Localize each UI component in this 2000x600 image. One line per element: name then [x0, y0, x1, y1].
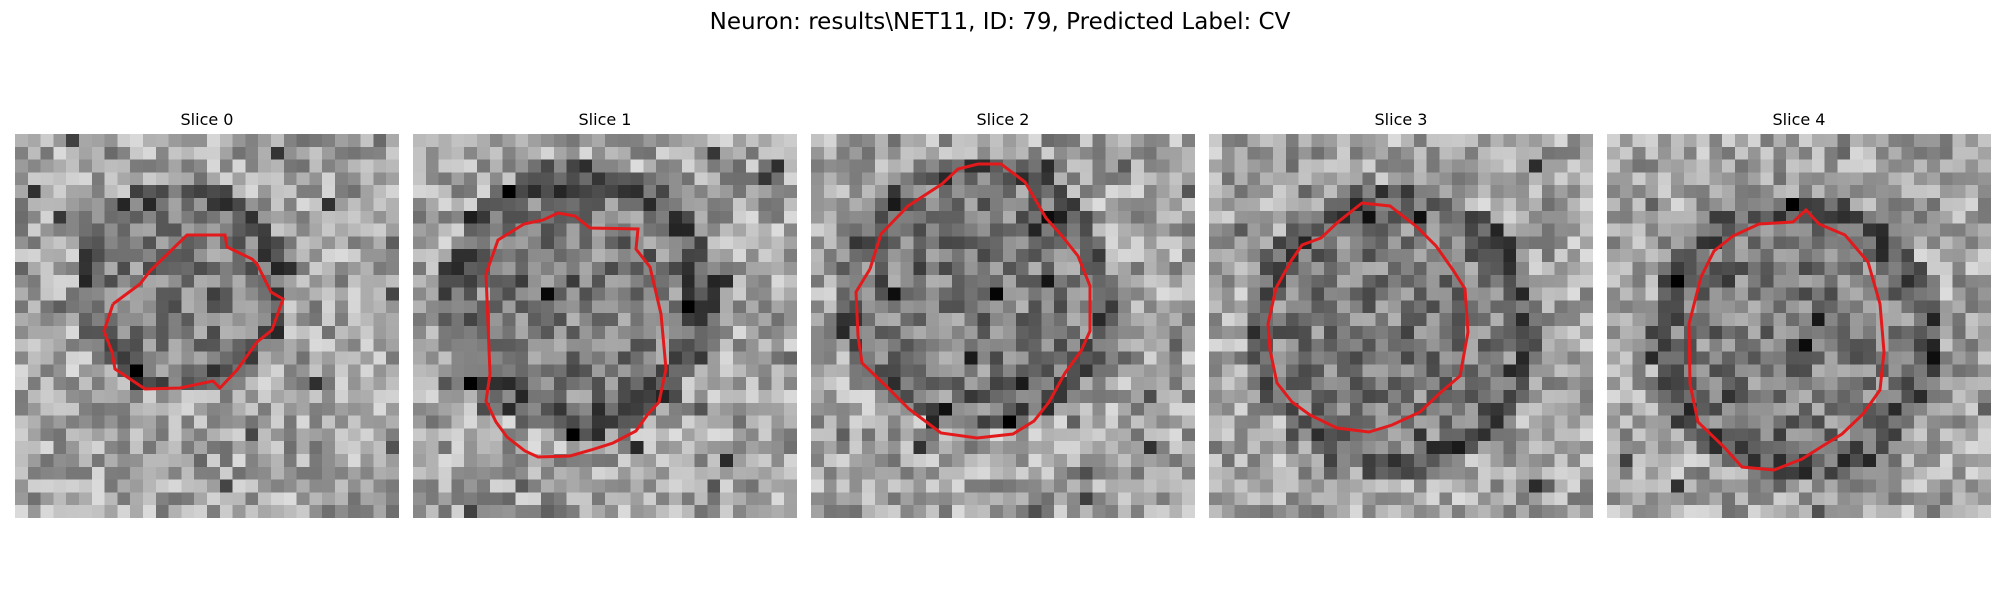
slice-image — [413, 134, 797, 518]
slice-image — [1607, 134, 1991, 518]
grayscale-image — [811, 134, 1195, 518]
slice-panel-3: Slice 3 — [1209, 108, 1593, 518]
slice-title: Slice 4 — [1772, 110, 1826, 129]
roi-contour — [854, 162, 1092, 440]
slice-image — [1209, 134, 1593, 518]
figure-title: Neuron: results\NET11, ID: 79, Predicted… — [709, 9, 1291, 35]
roi-contour — [102, 233, 285, 391]
slice-title: Slice 0 — [180, 110, 234, 129]
slice-panel-4: Slice 4 — [1607, 108, 1991, 518]
slice-title: Slice 2 — [976, 110, 1030, 129]
grayscale-image — [413, 134, 797, 518]
grayscale-image — [15, 134, 399, 518]
slice-panel-0: Slice 0 — [15, 108, 399, 518]
slice-image — [811, 134, 1195, 518]
grayscale-image — [1209, 134, 1593, 518]
grayscale-image — [1607, 134, 1991, 518]
roi-contour — [1266, 201, 1470, 434]
slice-panel-2: Slice 2 — [811, 108, 1195, 518]
slice-panel-1: Slice 1 — [413, 108, 797, 518]
slice-title: Slice 3 — [1374, 110, 1428, 129]
roi-contour — [484, 211, 668, 459]
roi-contour — [1687, 207, 1886, 472]
slice-image — [15, 134, 399, 518]
slice-title: Slice 1 — [578, 110, 632, 129]
